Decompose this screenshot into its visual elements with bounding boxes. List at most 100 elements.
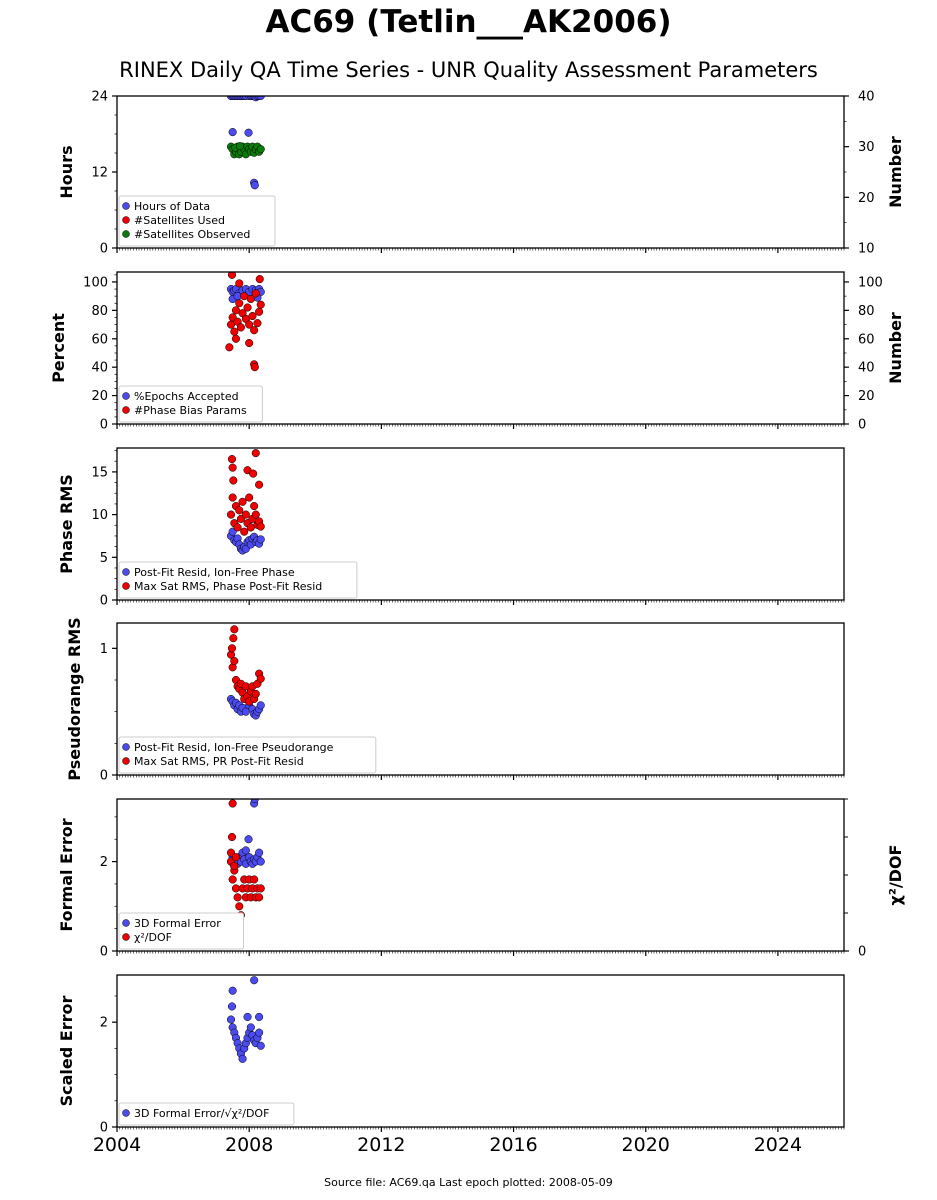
data-point [238,497,247,506]
data-point [227,272,237,279]
y-right-tick-label: 0 [858,945,866,960]
chart-subtitle: RINEX Daily QA Time Series - UNR Quality… [119,58,818,82]
legend-box [118,385,263,423]
data-point [251,449,260,458]
data-point [226,1015,236,1024]
data-point [227,644,237,653]
data-point [250,875,259,884]
data-point [241,846,250,855]
y-right-axis-label: Number [886,312,905,384]
data-point [228,128,237,137]
y-axis-label: Scaled Error [57,996,76,1107]
legend-box [118,561,358,599]
data-point [244,128,253,137]
y-right-tick-label: 100 [858,275,883,290]
y-right-tick-label: 60 [858,332,875,347]
legend-box [118,195,276,247]
y-right-tick-label: 10 [858,242,875,257]
data-points [226,96,265,190]
legend-label: 3D Formal Error/√χ²/DOF [134,1107,269,1120]
data-point [251,689,260,698]
data-points [226,799,265,920]
y-tick-label: 0 [100,242,108,257]
y-tick-label: 2 [100,1016,108,1031]
plot-frame [116,974,845,1128]
data-point [235,902,244,911]
data-point [245,338,254,348]
plot-frame [116,271,845,425]
data-point [256,701,265,710]
legend-marker [122,757,130,765]
legend-label: Max Sat RMS, Phase Post-Fit Resid [134,580,322,593]
data-points [226,449,265,555]
data-point [256,522,265,531]
y-tick-label: 0 [100,1121,108,1136]
data-point [236,323,245,332]
x-tick-label: 2020 [622,1134,670,1156]
y-right-tick-label: 40 [858,361,875,376]
x-tick-label: 2024 [754,1134,802,1156]
data-point [235,299,244,308]
data-point [250,363,259,372]
panel-3: 0 5 10 15 Phase RMS Post-Fit Resid, Ion-Free … [57,447,845,609]
data-point [255,275,264,284]
y-right-tick-label: 30 [858,140,875,155]
x-tick-label: 2008 [225,1134,273,1156]
legend-label: #Satellites Observed [134,228,250,241]
data-point [228,875,237,884]
data-point [248,311,257,321]
legend-box [118,912,244,950]
legend-label: 3D Formal Error [134,917,221,930]
data-point [249,469,258,478]
legend-marker [122,1109,130,1117]
y-tick-label: 10 [91,508,108,523]
legend-marker [122,230,130,238]
data-point [250,326,259,335]
data-point [244,835,253,844]
legend-marker [122,216,130,224]
data-point [255,1028,264,1037]
legend-label: Post-Fit Resid, Ion-Free Pseudorange [134,741,334,754]
data-point [228,799,237,808]
legend-box [118,736,377,774]
data-points [225,272,265,372]
y-right-axis-label: χ²/DOF [886,845,905,906]
data-point [255,893,264,902]
y-axis-label: Percent [49,313,68,383]
data-point [238,1054,247,1063]
legend-label: Hours of Data [134,200,210,213]
legend-marker [122,406,130,414]
data-point [256,1041,265,1050]
y-tick-label: 2 [100,855,108,870]
legend-label: #Satellites Used [134,214,225,227]
y-tick-label: 40 [91,361,108,376]
y-right-tick-label: 80 [858,304,875,319]
legend-marker [122,202,130,210]
y-axis-label: Pseudorange RMS [65,617,84,780]
data-point [256,96,265,101]
x-tick-label: 2012 [357,1134,405,1156]
data-point [241,510,250,519]
legend-marker [122,392,130,400]
data-point [256,535,265,544]
plot-frame [116,447,845,601]
legend-marker [122,933,130,941]
legend-label: Post-Fit Resid, Ion-Free Phase [134,566,295,579]
legend-label: χ²/DOF [134,931,172,944]
data-point [256,300,265,309]
data-point [250,181,259,190]
data-point [230,625,239,634]
data-point [255,1012,264,1021]
data-point [240,527,249,536]
data-point [253,319,262,328]
panel-2: 0 20 40 60 80 100 0 20 40 60 80 100 Percent Number %Ep… [49,271,905,433]
plot-frame [116,95,845,249]
source-footer: Source file: AC69.qa Last epoch plotted:… [324,1176,613,1189]
data-point [256,857,265,866]
y-tick-label: 0 [100,769,108,784]
